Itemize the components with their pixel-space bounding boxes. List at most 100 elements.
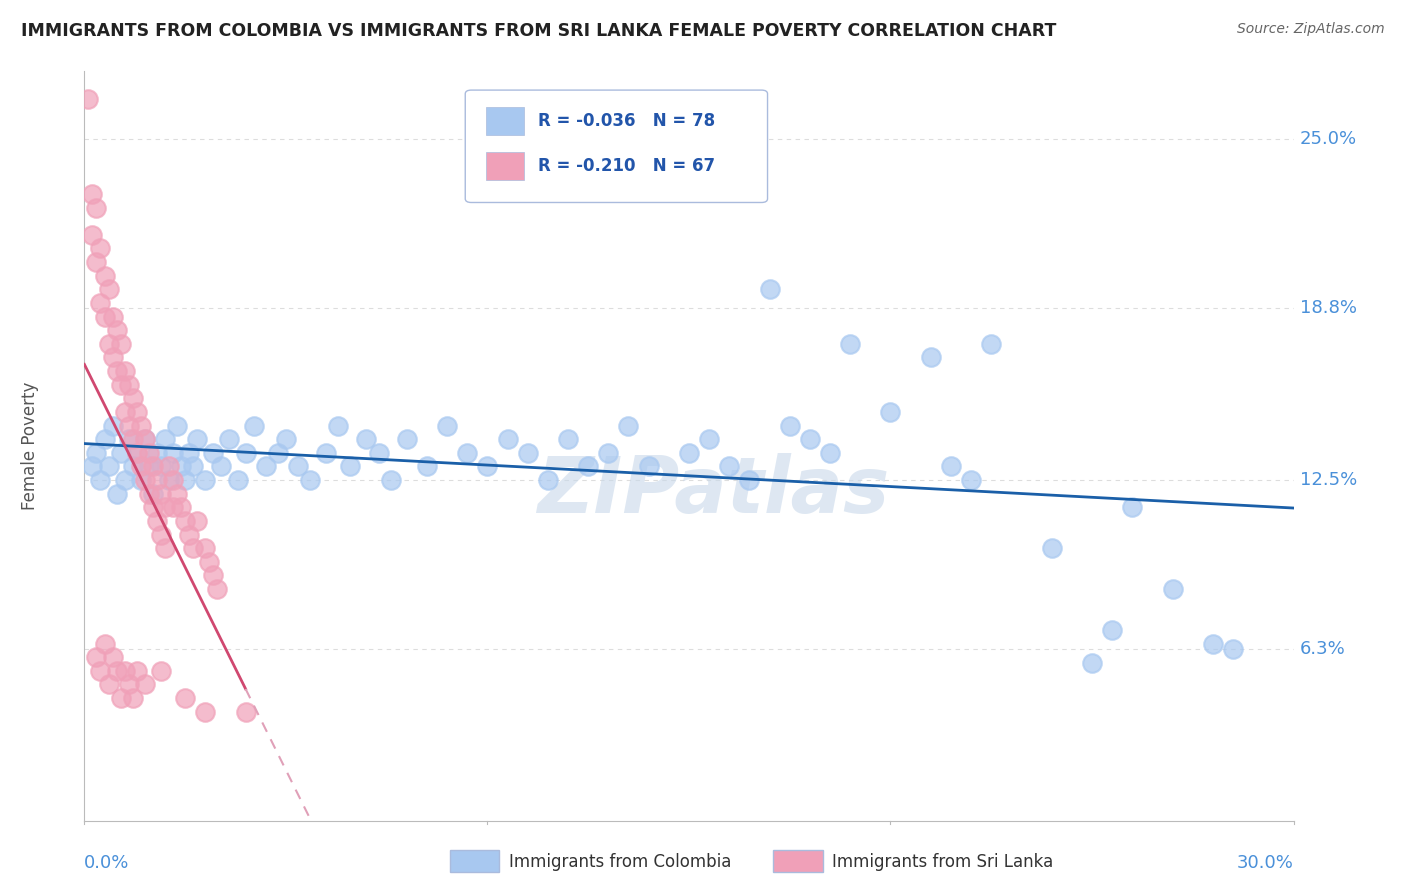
Point — [101, 351, 124, 365]
Point — [1040, 541, 1063, 556]
Point — [179, 527, 201, 541]
Point — [242, 418, 264, 433]
Text: Immigrants from Sri Lanka: Immigrants from Sri Lanka — [832, 853, 1053, 871]
Point — [202, 568, 225, 582]
Point — [557, 432, 579, 446]
Point — [779, 418, 801, 433]
Point — [142, 459, 165, 474]
Point — [617, 418, 640, 433]
Point — [416, 459, 439, 474]
Point — [134, 677, 156, 691]
Point — [86, 201, 108, 215]
Point — [181, 541, 204, 556]
Point — [170, 459, 193, 474]
Point — [356, 432, 378, 446]
Point — [93, 432, 115, 446]
Point — [235, 705, 257, 719]
Point — [138, 486, 160, 500]
Point — [960, 473, 983, 487]
Point — [162, 500, 184, 515]
Point — [97, 282, 120, 296]
Point — [149, 486, 172, 500]
Point — [89, 242, 111, 256]
Point — [218, 432, 240, 446]
Text: 18.8%: 18.8% — [1299, 300, 1357, 318]
Point — [134, 432, 156, 446]
Point — [149, 664, 172, 678]
Point — [153, 432, 176, 446]
Point — [97, 459, 120, 474]
Point — [89, 296, 111, 310]
Point — [267, 446, 290, 460]
Point — [758, 282, 780, 296]
Point — [186, 432, 208, 446]
Point — [142, 500, 165, 515]
Point — [799, 432, 821, 446]
Point — [162, 446, 184, 460]
Point — [129, 473, 152, 487]
Point — [194, 473, 217, 487]
Point — [1222, 642, 1244, 657]
Point — [718, 459, 741, 474]
Point — [101, 650, 124, 665]
Point — [637, 459, 659, 474]
Point — [93, 310, 115, 324]
Point — [166, 418, 188, 433]
Point — [287, 459, 309, 474]
Point — [920, 351, 942, 365]
Point — [315, 446, 337, 460]
Text: R = -0.036   N = 78: R = -0.036 N = 78 — [538, 112, 714, 130]
Point — [110, 691, 132, 706]
Point — [86, 650, 108, 665]
Point — [328, 418, 350, 433]
Text: Female Poverty: Female Poverty — [21, 382, 39, 510]
FancyBboxPatch shape — [465, 90, 768, 202]
Point — [121, 691, 143, 706]
Point — [118, 677, 141, 691]
Point — [198, 555, 221, 569]
Point — [118, 418, 141, 433]
Point — [149, 527, 172, 541]
Point — [235, 446, 257, 460]
Point — [114, 364, 136, 378]
Text: Immigrants from Colombia: Immigrants from Colombia — [509, 853, 731, 871]
Point — [207, 582, 229, 596]
Point — [138, 459, 160, 474]
Point — [194, 705, 217, 719]
Point — [105, 364, 128, 378]
Point — [367, 446, 389, 460]
Point — [105, 486, 128, 500]
Point — [121, 432, 143, 446]
Point — [82, 459, 104, 474]
Point — [77, 92, 100, 106]
Point — [697, 432, 720, 446]
Point — [174, 691, 197, 706]
Point — [157, 459, 180, 474]
Point — [980, 336, 1002, 351]
Point — [339, 459, 361, 474]
Point — [82, 186, 104, 201]
Point — [125, 664, 148, 678]
Point — [138, 446, 160, 460]
Point — [174, 473, 197, 487]
Point — [93, 636, 115, 650]
Point — [395, 432, 418, 446]
Point — [101, 418, 124, 433]
Point — [299, 473, 322, 487]
Point — [110, 446, 132, 460]
Point — [1121, 500, 1143, 515]
Point — [170, 500, 193, 515]
Point — [105, 664, 128, 678]
Point — [89, 473, 111, 487]
Text: 12.5%: 12.5% — [1299, 471, 1357, 489]
Point — [142, 486, 165, 500]
Point — [129, 459, 152, 474]
Point — [97, 677, 120, 691]
Point — [121, 459, 143, 474]
Point — [86, 446, 108, 460]
Text: 25.0%: 25.0% — [1299, 130, 1357, 148]
Point — [125, 446, 148, 460]
Point — [1202, 636, 1225, 650]
Text: 30.0%: 30.0% — [1237, 855, 1294, 872]
Point — [121, 392, 143, 406]
